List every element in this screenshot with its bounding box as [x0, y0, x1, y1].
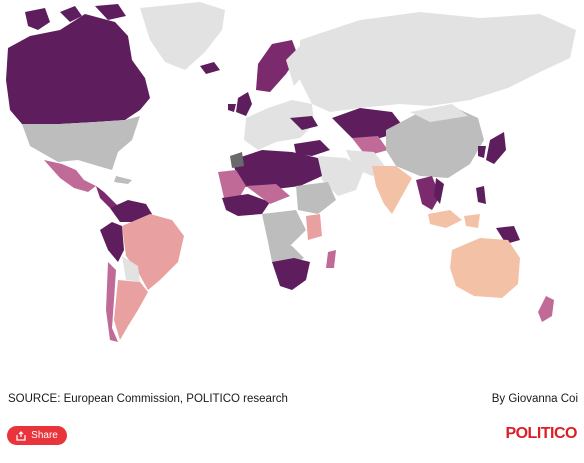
region-canada-arctic: [25, 4, 126, 30]
region-iceland: [200, 62, 220, 74]
region-sahara-west: [218, 170, 246, 200]
byline: By Giovanna Coi: [491, 393, 578, 405]
region-turkey: [294, 140, 330, 156]
region-philippines: [476, 186, 486, 204]
region-japan: [486, 132, 506, 164]
region-east-africa: [306, 214, 322, 240]
region-argentina: [114, 280, 148, 340]
share-label: Share: [31, 430, 58, 441]
region-ukraine: [290, 116, 318, 130]
region-korea: [478, 146, 486, 158]
region-scandinavia: [256, 40, 298, 92]
politico-logo[interactable]: POLITICO: [505, 425, 577, 442]
region-central-america: [96, 186, 118, 208]
region-canada: [6, 14, 150, 124]
region-europe: [244, 100, 314, 150]
region-bolivia: [122, 256, 140, 282]
region-southern-africa: [272, 258, 310, 290]
world-choropleth-map: [6, 2, 576, 342]
region-australia: [450, 238, 520, 298]
region-usa: [22, 116, 140, 170]
region-greenland: [140, 2, 225, 70]
region-vietnam: [434, 178, 444, 204]
region-central-africa: [262, 210, 306, 246]
region-chile: [106, 262, 118, 342]
region-peru: [100, 222, 124, 262]
region-west-africa: [222, 194, 270, 216]
region-colombia-venezuela: [110, 200, 152, 222]
region-indonesia: [428, 210, 480, 228]
region-sahel: [246, 184, 290, 204]
region-mongolia: [410, 104, 468, 122]
region-central-asia: [352, 136, 388, 156]
region-southeast-asia: [416, 176, 440, 210]
region-uk: [228, 92, 252, 116]
region-caribbean: [114, 176, 132, 184]
region-mexico: [44, 160, 96, 192]
share-icon: [16, 430, 26, 441]
region-madagascar: [326, 250, 336, 268]
region-china: [386, 108, 484, 178]
source-note: SOURCE: European Commission, POLITICO re…: [8, 393, 288, 405]
region-russia: [300, 12, 576, 112]
region-horn: [296, 182, 336, 214]
region-new-guinea: [496, 226, 520, 244]
region-north-africa: [232, 150, 322, 190]
region-morocco: [230, 152, 244, 168]
region-new-zealand: [538, 296, 554, 322]
region-india: [372, 166, 412, 214]
share-button[interactable]: Share: [7, 426, 67, 445]
